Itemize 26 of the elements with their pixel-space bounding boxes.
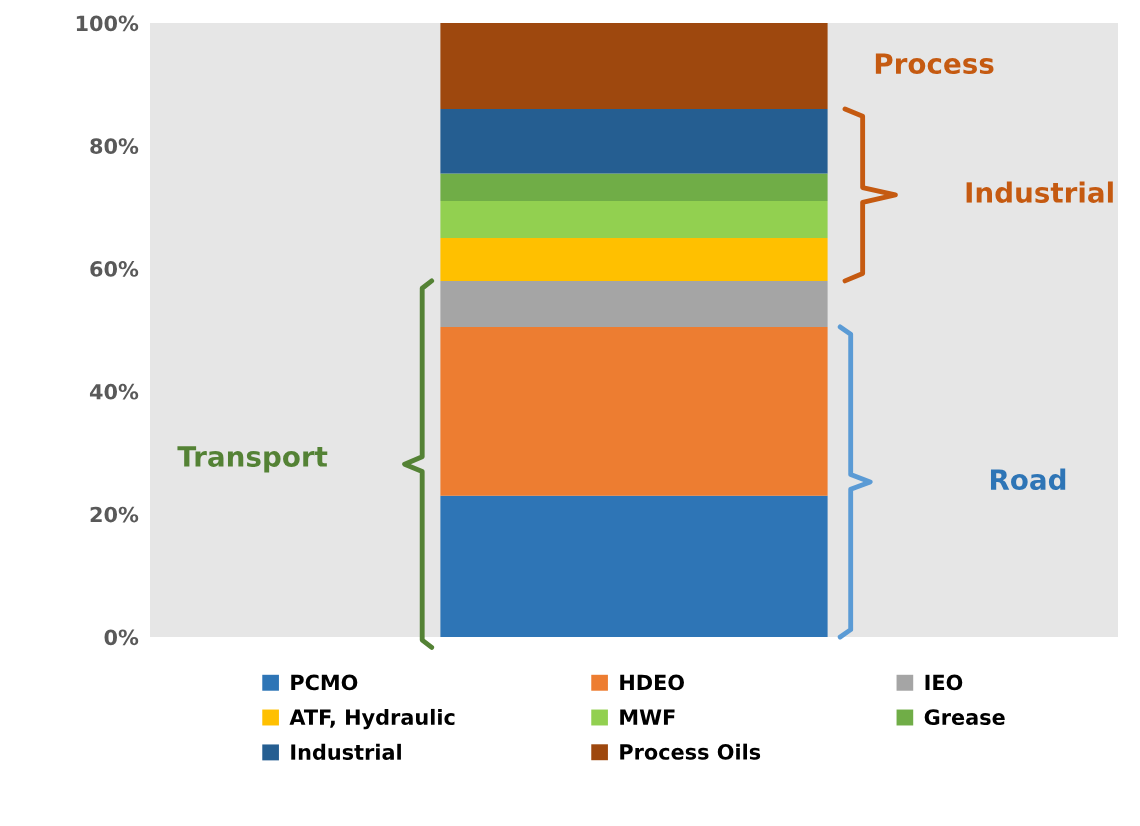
- legend-label: Process Oils: [620, 743, 761, 760]
- y-tick-label: 20%: [90, 506, 139, 523]
- y-tick-label: 100%: [76, 15, 139, 32]
- bar: [440, 326, 828, 496]
- bar: [440, 173, 828, 202]
- text: Road: [990, 468, 1066, 491]
- y-tick-label: 80%: [90, 138, 139, 155]
- bar: [440, 201, 828, 238]
- legend-label: Grease: [924, 709, 1005, 726]
- bar: [440, 108, 828, 174]
- legend-label: ATF, Hydraulic: [289, 708, 455, 730]
- legend-label: MWF: [620, 709, 675, 725]
- text: Industrial: [966, 181, 1113, 203]
- bar: [440, 23, 828, 109]
- legend-label: HDEO: [620, 674, 684, 691]
- y-tick-label: 40%: [89, 383, 139, 400]
- y-tick-label: 0%: [104, 629, 139, 646]
- legend-label: PCMO: [291, 674, 358, 691]
- text: Transport: [177, 446, 328, 473]
- legend-label: IEO: [925, 674, 963, 691]
- y-tick-label: 60%: [90, 261, 139, 277]
- text: Process: [875, 53, 994, 75]
- legend-label: Industrial: [291, 743, 401, 760]
- bar: [440, 237, 828, 281]
- bar: [440, 495, 828, 637]
- bar: [440, 280, 828, 327]
